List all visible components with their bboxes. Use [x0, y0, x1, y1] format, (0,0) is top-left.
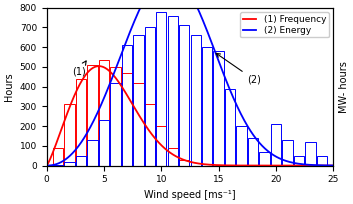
Bar — [145, 104, 155, 166]
Bar — [88, 140, 98, 166]
Bar — [53, 165, 63, 166]
Bar — [294, 156, 304, 166]
Text: (2): (2) — [216, 53, 261, 85]
Bar — [76, 156, 86, 166]
Bar — [65, 104, 75, 166]
Bar — [76, 79, 86, 166]
Text: (1): (1) — [72, 61, 86, 77]
Bar — [259, 152, 270, 166]
Bar — [271, 124, 281, 166]
Bar — [282, 140, 293, 166]
Bar — [168, 148, 178, 166]
Bar — [145, 27, 155, 166]
Y-axis label: Hours: Hours — [4, 72, 14, 101]
Bar — [99, 120, 109, 166]
Bar — [168, 16, 178, 166]
Bar — [156, 12, 167, 166]
Bar — [110, 83, 121, 166]
X-axis label: Wind speed [ms⁻¹]: Wind speed [ms⁻¹] — [144, 190, 236, 200]
Bar — [122, 73, 132, 166]
Bar — [225, 89, 235, 166]
Bar — [237, 126, 247, 166]
Bar — [122, 45, 132, 166]
Bar — [156, 126, 167, 166]
Bar — [99, 60, 109, 166]
Bar — [133, 83, 144, 166]
Legend: (1) Frequency, (2) Energy: (1) Frequency, (2) Energy — [240, 12, 329, 37]
Bar — [214, 51, 224, 166]
Bar — [179, 160, 190, 166]
Bar — [53, 148, 63, 166]
Bar — [317, 156, 327, 166]
Bar — [191, 35, 201, 166]
Bar — [65, 162, 75, 166]
Y-axis label: MW- hours: MW- hours — [339, 61, 349, 113]
Bar — [305, 142, 316, 166]
Bar — [248, 138, 258, 166]
Bar — [110, 67, 121, 166]
Bar — [133, 35, 144, 166]
Bar — [179, 26, 190, 166]
Bar — [88, 65, 98, 166]
Bar — [202, 47, 213, 166]
